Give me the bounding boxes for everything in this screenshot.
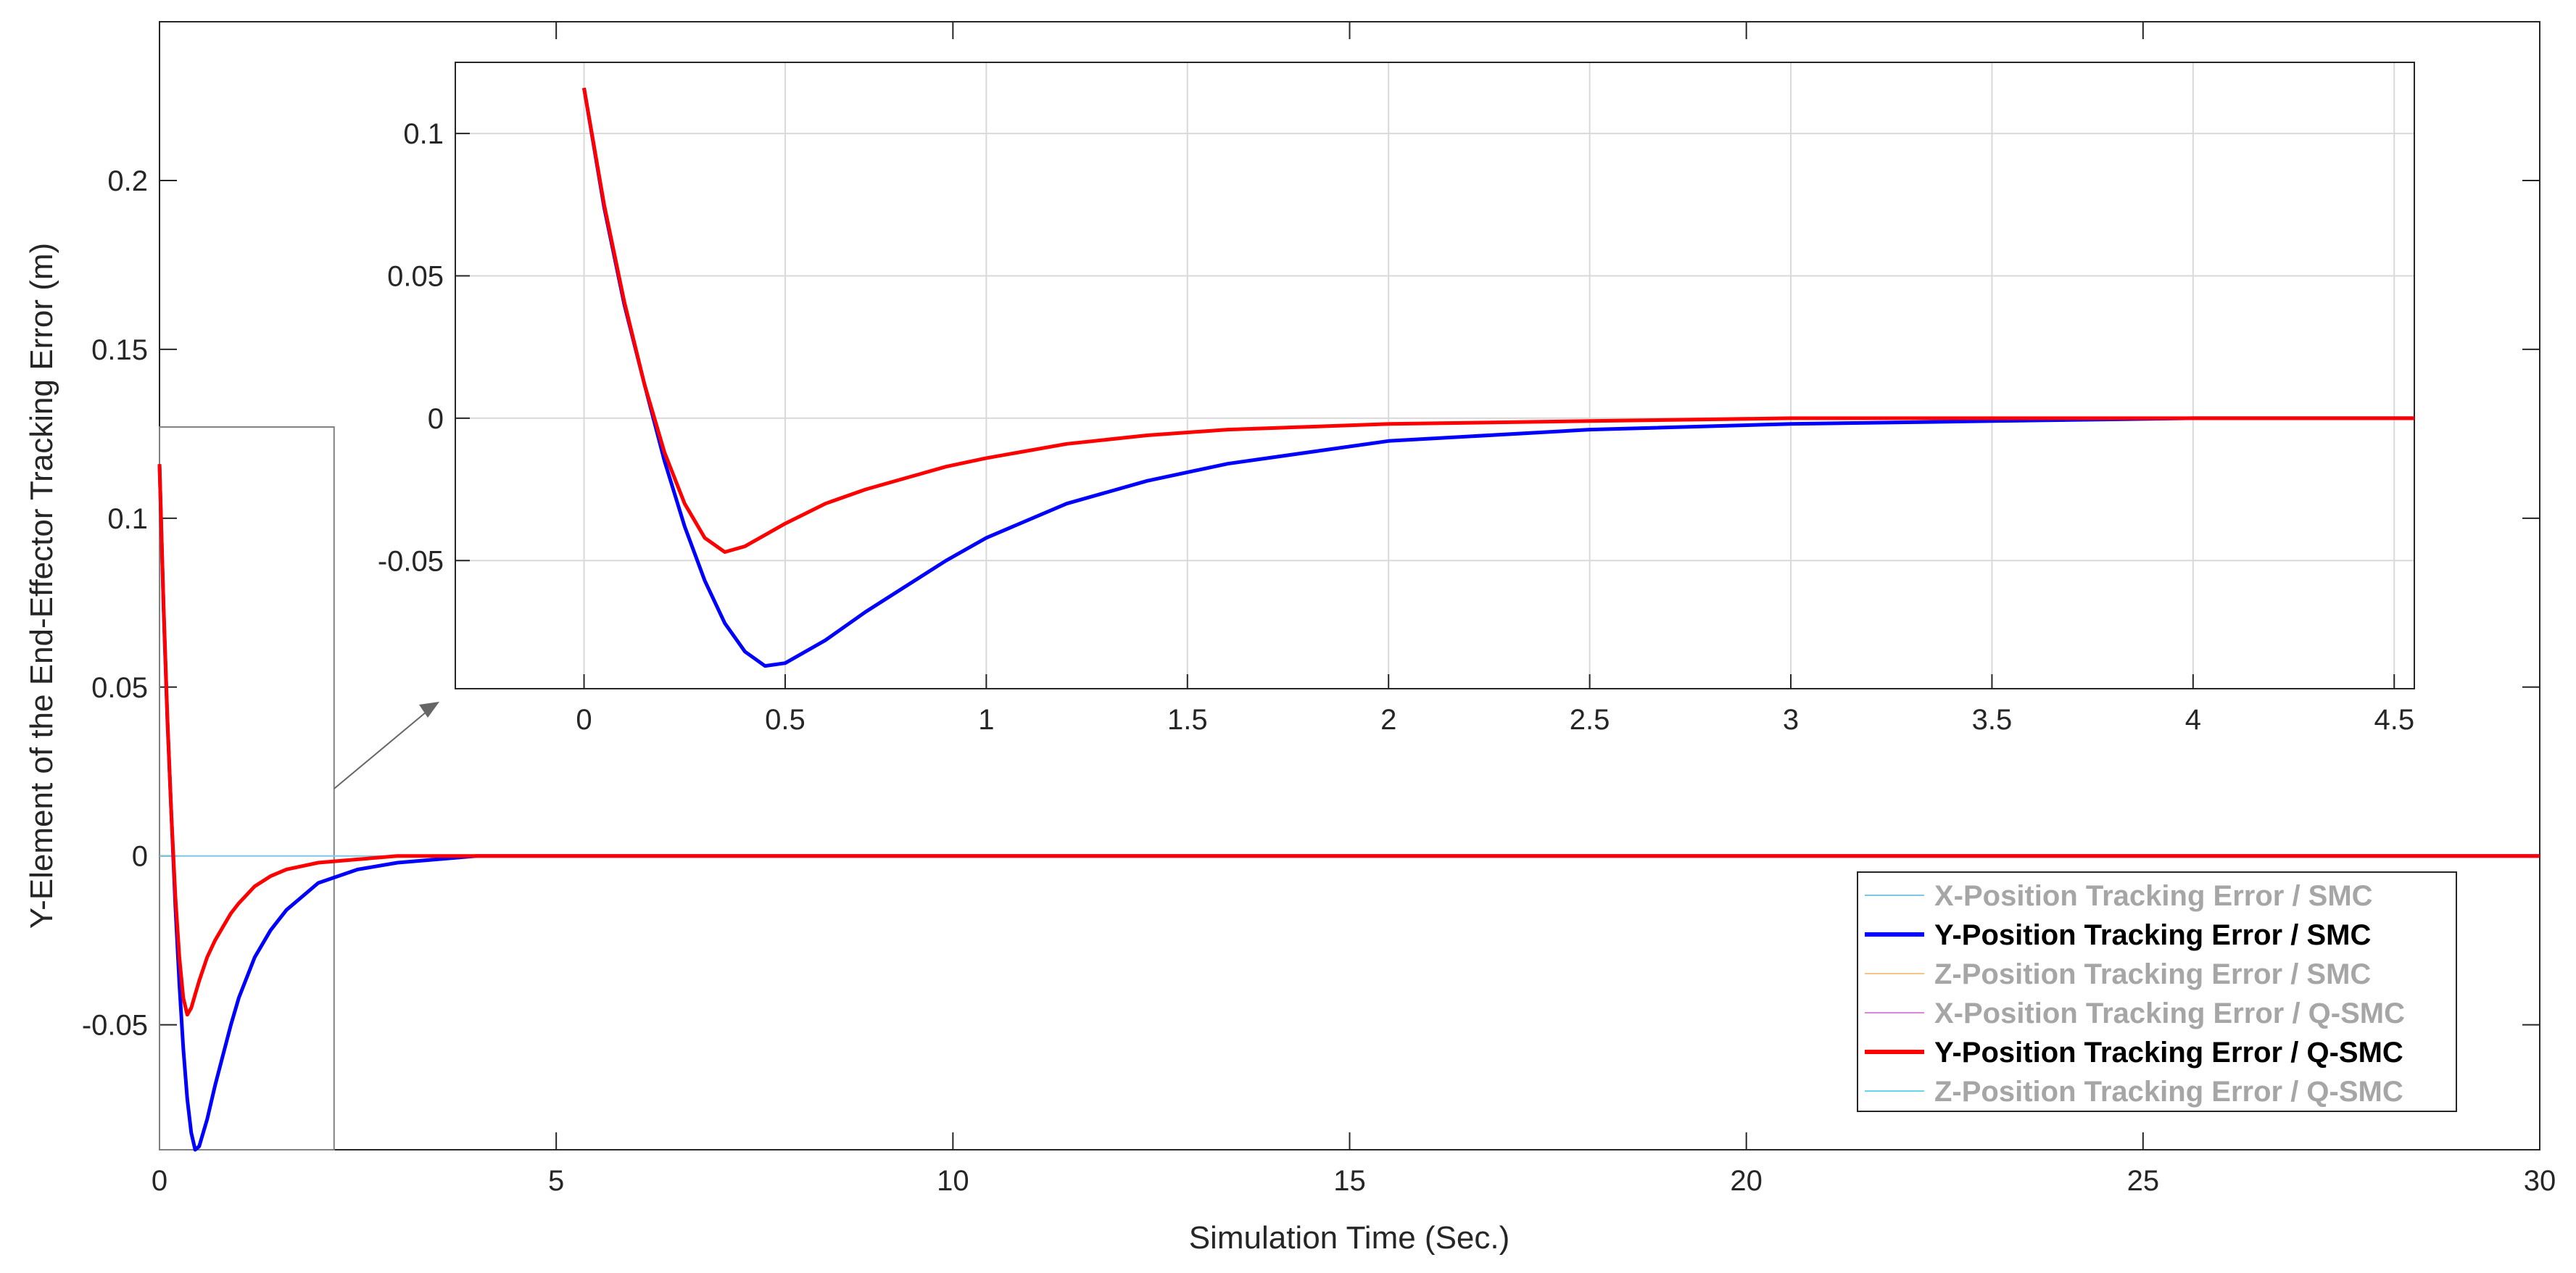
main-y-tick-label: 0.15 <box>91 334 148 366</box>
legend: X-Position Tracking Error / SMC Y-Positio… <box>1857 871 2457 1112</box>
inset-y-tick-label: -0.05 <box>378 545 444 577</box>
zoom-arrow-head <box>419 702 439 718</box>
inset-x-tick-labels: 0 0.5 1 1.5 2 2.5 3 3.5 4 4.5 <box>576 704 2414 736</box>
inset-x-tick-label: 0.5 <box>765 704 805 736</box>
legend-label: Z-Position Tracking Error / SMC <box>1934 958 2371 990</box>
main-x-tick-label: 15 <box>1333 1165 1366 1197</box>
inset-ticks <box>455 133 2395 689</box>
main-y-tick-label: 0 <box>132 841 148 873</box>
main-x-tick-label: 0 <box>152 1165 167 1197</box>
zoom-arrow-shaft <box>334 704 436 789</box>
series-line <box>157 464 2540 1017</box>
main-x-tick-label: 20 <box>1730 1165 1763 1197</box>
main-series-lines <box>157 464 2540 1152</box>
inset-y-tick-labels: -0.05 0 0.05 0.1 <box>378 118 444 577</box>
main-x-tick-labels: 0 5 10 15 20 25 30 <box>152 1165 2556 1197</box>
zoom-indicator <box>159 426 439 1150</box>
legend-label: Y-Position Tracking Error / SMC <box>1934 919 2371 951</box>
inset-axes: 0 0.5 1 1.5 2 2.5 3 3.5 4 4.5 -0.05 0 0.05 0.1 <box>378 62 2415 736</box>
main-y-tick-label: 0.2 <box>107 165 148 197</box>
inset-y-tick-label: 0.1 <box>403 118 444 150</box>
x-axis-label: Simulation Time (Sec.) <box>1189 1220 1510 1256</box>
inset-frame <box>455 62 2415 689</box>
inset-x-tick-label: 1 <box>978 704 994 736</box>
y-axis-label: Y-Element of the End-Effector Tracking E… <box>24 243 59 929</box>
main-x-tick-label: 25 <box>2127 1165 2160 1197</box>
main-x-tick-label: 5 <box>548 1165 564 1197</box>
inset-y-tick-label: 0.05 <box>387 261 444 293</box>
inset-series-line <box>582 87 2414 668</box>
inset-x-tick-label: 2 <box>1380 704 1396 736</box>
main-y-tick-label: 0.1 <box>107 503 148 535</box>
legend-box <box>1857 871 2457 1112</box>
main-y-tick-label: 0.05 <box>91 672 148 704</box>
main-y-tick-labels: -0.05 0 0.05 0.1 0.15 0.2 <box>82 165 148 1042</box>
legend-entries: X-Position Tracking Error / SMC Y-Positio… <box>1865 880 2405 1108</box>
inset-x-tick-label: 2.5 <box>1570 704 1610 736</box>
inset-x-tick-label: 0 <box>576 704 592 736</box>
inset-x-tick-label: 3.5 <box>1972 704 2013 736</box>
inset-x-tick-label: 1.5 <box>1167 704 1208 736</box>
inset-plot-area <box>455 62 2414 689</box>
main-x-tick-label: 30 <box>2524 1165 2556 1197</box>
legend-label: Y-Position Tracking Error / Q-SMC <box>1934 1037 2403 1069</box>
inset-series-lines <box>582 87 2414 668</box>
legend-label: X-Position Tracking Error / Q-SMC <box>1934 998 2405 1029</box>
inset-x-tick-label: 3 <box>1783 704 1799 736</box>
inset-grid <box>455 62 2414 689</box>
inset-x-tick-label: 4 <box>2185 704 2201 736</box>
main-y-tick-label: -0.05 <box>82 1010 148 1042</box>
inset-x-tick-label: 4.5 <box>2374 704 2414 736</box>
legend-label: Z-Position Tracking Error / Q-SMC <box>1934 1076 2403 1108</box>
inset-series-line <box>582 87 2414 554</box>
main-x-tick-label: 10 <box>937 1165 969 1197</box>
legend-label: X-Position Tracking Error / SMC <box>1934 880 2373 912</box>
inset-y-tick-label: 0 <box>428 403 444 435</box>
